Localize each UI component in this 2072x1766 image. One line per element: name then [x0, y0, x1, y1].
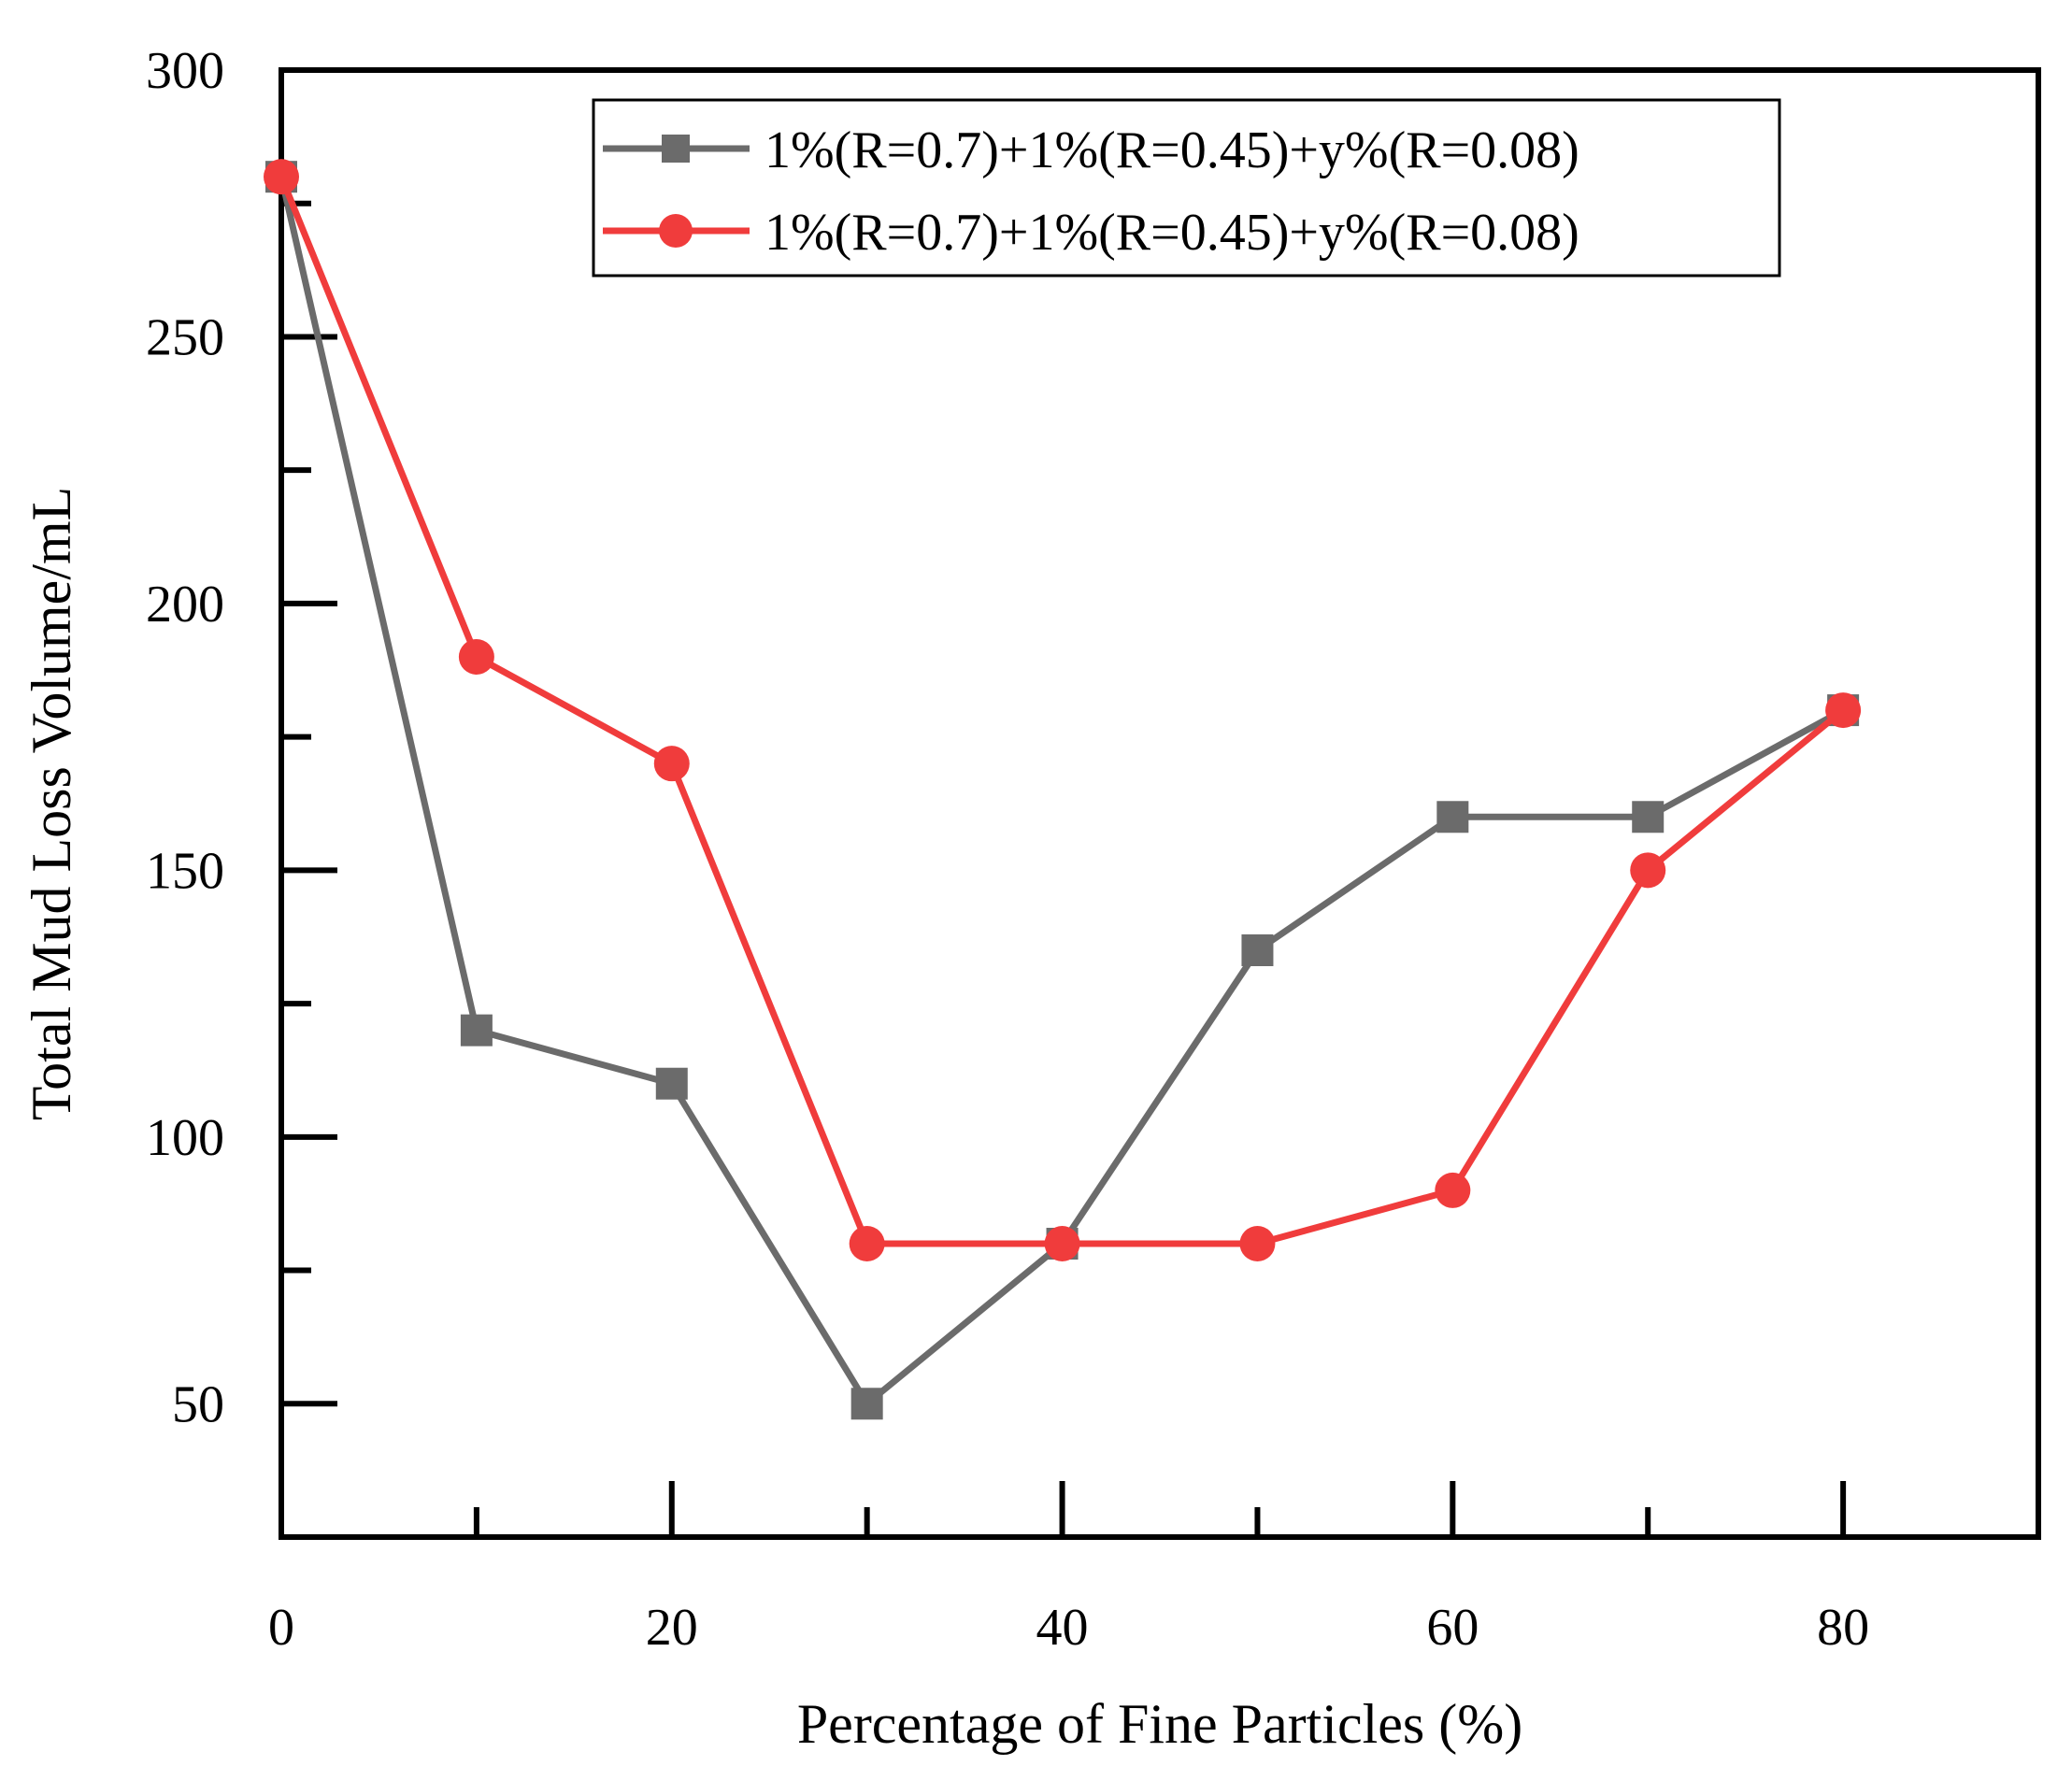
y-tick-label: 100 — [146, 1109, 224, 1167]
data-point-square — [850, 1388, 883, 1420]
legend: 1%(R=0.7)+1%(R=0.45)+y%(R=0.08) 1%(R=0.7… — [592, 98, 1781, 278]
plot-area-frame — [279, 67, 2041, 1540]
axis-tick-labels: 50 100 150 200 250 300 0 20 40 60 80 — [146, 42, 1869, 1657]
data-point-circle — [1044, 1226, 1080, 1261]
y-tick-label: 300 — [146, 42, 224, 100]
data-point-square — [1436, 801, 1469, 833]
series-2 — [264, 159, 1862, 1261]
x-tick-label: 0 — [268, 1599, 294, 1657]
x-tick-label: 60 — [1426, 1599, 1479, 1657]
data-point-circle — [458, 639, 494, 675]
y-tick-label: 200 — [146, 576, 224, 634]
axis-ticks — [279, 67, 1847, 1537]
legend-box — [592, 98, 1781, 278]
legend-marker-circle — [659, 214, 693, 248]
data-point-circle — [849, 1226, 885, 1261]
data-point-circle — [653, 746, 690, 782]
data-point-square — [1241, 934, 1274, 966]
legend-label-series-1: 1%(R=0.7)+1%(R=0.45)+y%(R=0.08) — [764, 121, 1579, 179]
data-point-circle — [264, 159, 299, 195]
data-point-circle — [1825, 692, 1862, 729]
x-tick-label: 40 — [1036, 1599, 1089, 1657]
y-axis-title: Total Mud Loss Volume/mL — [21, 487, 82, 1121]
data-point-circle — [1435, 1172, 1471, 1208]
legend-marker-square — [662, 135, 690, 163]
series-layer — [264, 159, 1862, 1420]
data-point-circle — [1630, 852, 1666, 889]
y-tick-label: 50 — [172, 1375, 224, 1433]
data-point-square — [460, 1014, 493, 1047]
x-tick-label: 80 — [1817, 1599, 1869, 1657]
x-axis-title: Percentage of Fine Particles (%) — [797, 1693, 1522, 1755]
data-point-square — [1632, 801, 1665, 833]
x-tick-label: 20 — [646, 1599, 698, 1657]
data-point-square — [655, 1067, 688, 1100]
legend-label-series-2: 1%(R=0.7)+1%(R=0.45)+y%(R=0.08) — [764, 204, 1579, 262]
y-tick-label: 150 — [146, 842, 224, 900]
y-tick-label: 250 — [146, 308, 224, 366]
data-point-circle — [1239, 1226, 1276, 1261]
